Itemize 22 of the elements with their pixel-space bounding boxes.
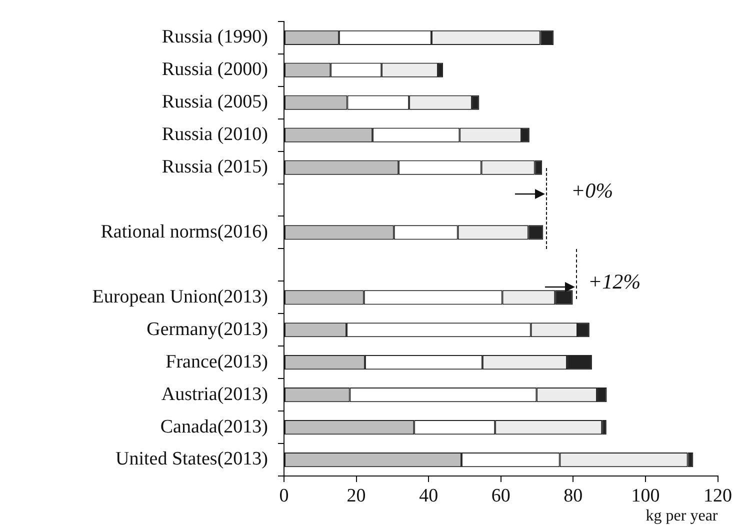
y-tick-label: Russia (2000) xyxy=(162,59,268,80)
y-tick-label: Germany(2013) xyxy=(146,318,268,340)
x-tick-label: 20 xyxy=(346,485,366,506)
x-tick-label: 40 xyxy=(419,485,438,506)
x-tick-label: 0 xyxy=(279,485,289,506)
x-tick-label: 100 xyxy=(631,485,660,506)
y-tick-label: European Union(2013) xyxy=(92,286,268,308)
y-tick-label: Austria(2013) xyxy=(161,384,268,405)
y-tick-label: Russia (2015) xyxy=(162,156,268,178)
y-tick-label: Russia (2010) xyxy=(162,124,268,146)
y-tick-label: Russia (1990) xyxy=(162,26,268,48)
annotation: +0% xyxy=(571,178,614,203)
annotation: +12% xyxy=(588,270,641,294)
y-tick-label: Russia (2005) xyxy=(162,92,268,113)
x-tick-label: 120 xyxy=(704,485,732,506)
x-axis-title: kg per year xyxy=(646,508,718,525)
y-tick-label: United States(2013) xyxy=(115,448,268,470)
y-tick-label: Rational norms(2016) xyxy=(100,221,268,242)
x-tick-label: 60 xyxy=(491,485,510,506)
x-tick-label: 80 xyxy=(564,485,583,506)
y-tick-label: Canada(2013) xyxy=(160,416,268,438)
y-tick-label: France(2013) xyxy=(166,351,268,372)
